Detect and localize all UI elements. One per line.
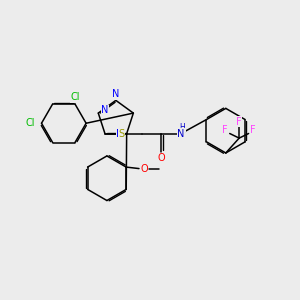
Text: O: O: [158, 153, 165, 163]
Text: O: O: [140, 164, 148, 174]
Text: F: F: [223, 125, 228, 135]
Text: Cl: Cl: [70, 92, 80, 102]
Text: N: N: [101, 105, 109, 115]
Text: N: N: [112, 89, 119, 99]
Text: F: F: [236, 117, 242, 127]
Text: Cl: Cl: [26, 118, 35, 128]
Text: S: S: [118, 129, 124, 139]
Text: F: F: [250, 125, 256, 135]
Text: N: N: [177, 129, 184, 139]
Text: H: H: [179, 123, 185, 132]
Text: N: N: [116, 129, 124, 139]
